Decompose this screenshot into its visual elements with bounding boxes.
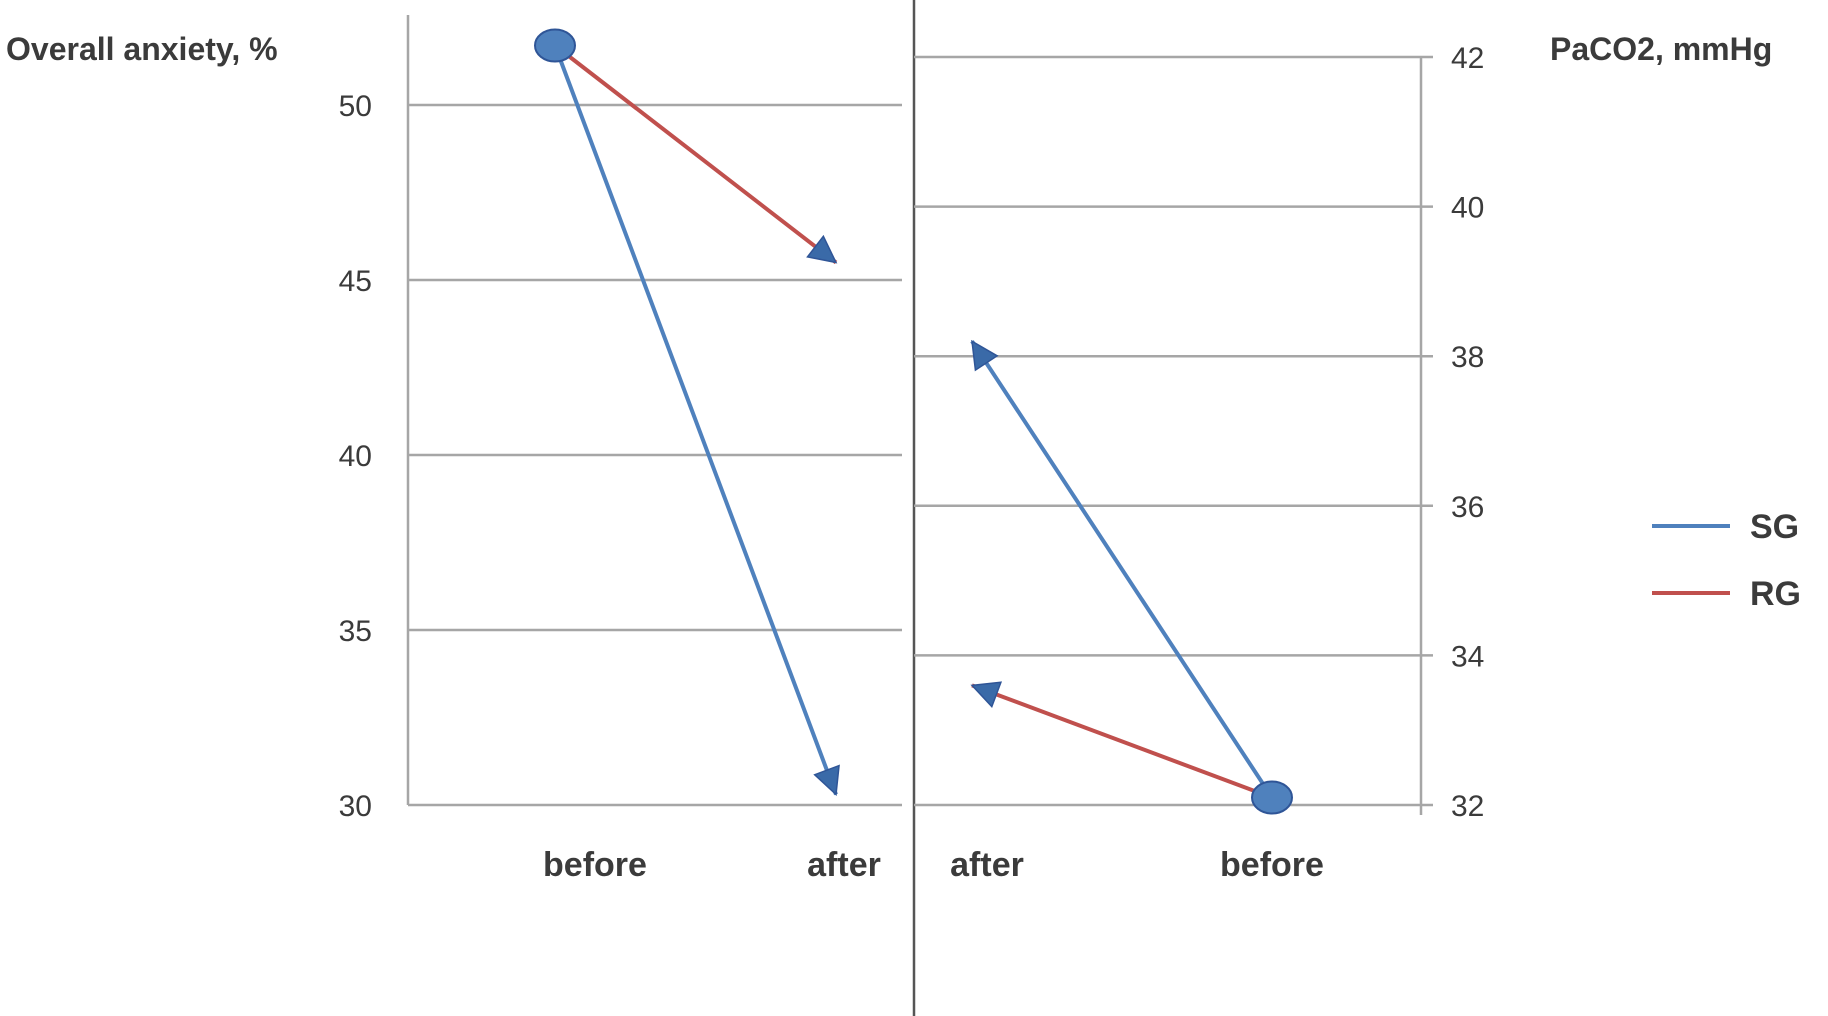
y-tick-label: 40 [1451,192,1484,225]
y-tick-label: 35 [339,615,372,648]
y-tick-label: 30 [339,790,372,823]
series-sg-arrowhead [813,764,840,797]
data-marker-before [1251,780,1293,815]
legend-label-sg: SG [1750,508,1799,546]
data-marker-before [534,28,576,63]
y-tick-label: 50 [339,90,372,123]
y-tick-label: 45 [339,265,372,298]
y-tick-label: 40 [339,440,372,473]
legend-label-rg: RG [1750,575,1801,613]
series-sg-arrowhead [971,339,999,372]
series-sg-line [970,340,1274,799]
series-rg-line [553,43,838,265]
y-axis-title: Overall anxiety, % [6,31,278,67]
x-category-label: after [807,846,881,884]
y-tick-label: 32 [1451,790,1484,823]
y-tick-label: 42 [1451,42,1484,75]
y-axis-title: PaCO2, mmHg [1550,31,1772,67]
y-tick-label: 34 [1451,640,1484,673]
y-tick-label: 38 [1451,341,1484,374]
x-category-label: before [543,846,647,884]
x-category-label: after [950,846,1024,884]
series-sg-line [553,44,838,796]
y-tick-label: 36 [1451,491,1484,524]
x-category-label: before [1220,846,1324,884]
series-rg-arrowhead [806,234,838,264]
series-rg-line [971,683,1273,800]
series-rg-arrowhead [970,681,1003,709]
